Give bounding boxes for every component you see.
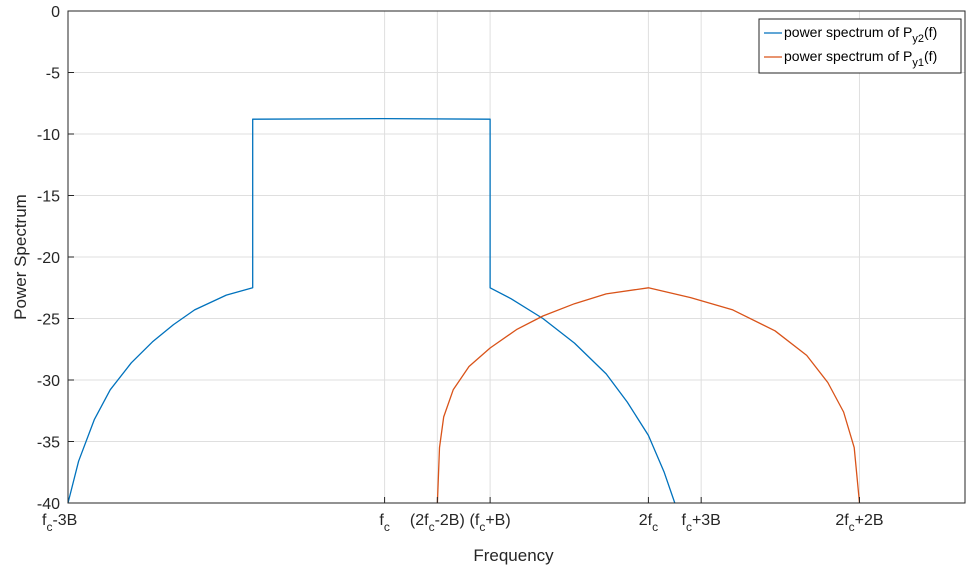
- x-tick-label: (2fc-2B): [410, 512, 465, 534]
- y-tick-label: -25: [37, 312, 60, 329]
- legend-entry-rest: (f): [924, 24, 937, 40]
- y-tick-label: -15: [37, 189, 60, 206]
- legend-entry-sub: y2: [912, 33, 924, 45]
- legend-entry-base: power spectrum of P: [784, 24, 912, 40]
- x-tick-label-base: 2f: [639, 512, 653, 529]
- y-tick-label: -10: [37, 127, 60, 144]
- x-tick-label-rest: -3B: [52, 512, 77, 529]
- x-tick-label-base: f: [681, 512, 686, 529]
- y-axis-label: Power Spectrum: [11, 194, 30, 320]
- legend-entry-base: power spectrum of P: [784, 48, 912, 64]
- x-tick-label: (fc+B): [470, 512, 511, 534]
- series-line-y2: [67, 117, 676, 504]
- x-tick-label-sub: c: [479, 520, 485, 534]
- x-tick-label: fc+3B: [681, 512, 720, 534]
- x-tick-label-sub: c: [849, 520, 855, 534]
- x-tick-label-sub: c: [46, 520, 52, 534]
- x-tick-label-base: 2f: [835, 512, 849, 529]
- x-axis-ticks: fc-3B fc (2fc-2B) (fc+B) 2fc fc+3B 2fc+2B: [42, 497, 884, 534]
- legend: power spectrum of Py2(f)power spectrum o…: [758, 18, 962, 74]
- y-tick-label: -40: [37, 496, 60, 513]
- y-tick-label: -20: [37, 250, 60, 267]
- legend-entry-rest: (f): [924, 48, 937, 64]
- x-tick-label-base: (2f: [410, 512, 429, 529]
- series-layer: [67, 117, 861, 504]
- x-tick-label-sub: c: [686, 520, 692, 534]
- x-tick-label-rest: +3B: [692, 512, 721, 529]
- y-tick-label: -35: [37, 435, 60, 452]
- y-tick-label: -5: [46, 66, 60, 83]
- x-tick-label-rest: +2B: [855, 512, 884, 529]
- legend-entry: power spectrum of Py1(f): [784, 48, 937, 69]
- x-tick-label-rest: -2B): [435, 512, 465, 529]
- legend-box: [758, 18, 962, 74]
- x-tick-label-sub: c: [652, 520, 658, 534]
- x-tick-label-sub: c: [429, 520, 435, 534]
- y-tick-label: -30: [37, 373, 60, 390]
- y-tick-label: 0: [51, 4, 60, 21]
- legend-entry-sub: y1: [912, 57, 924, 69]
- x-tick-label: 2fc+2B: [835, 512, 883, 534]
- x-tick-label-base: (f: [470, 512, 480, 529]
- x-tick-label: fc: [379, 512, 389, 534]
- grid-lines: [67, 10, 965, 504]
- y-axis-ticks: 0 -5 -10 -15 -20 -25 -30 -35 -40: [37, 4, 74, 513]
- x-tick-label: 2fc: [639, 512, 658, 534]
- x-axis-label: Frequency: [473, 546, 554, 565]
- x-tick-label-rest: +B): [485, 512, 510, 529]
- legend-entry: power spectrum of Py2(f): [784, 24, 937, 45]
- x-tick-label-base: f: [379, 512, 384, 529]
- x-tick-label-sub: c: [384, 520, 390, 534]
- x-tick-label: fc-3B: [42, 512, 77, 534]
- x-tick-label-base: f: [42, 512, 47, 529]
- series-line-y1: [436, 287, 861, 504]
